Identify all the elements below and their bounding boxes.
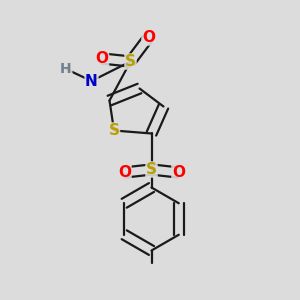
Text: O: O <box>142 30 155 45</box>
Text: N: N <box>85 74 98 88</box>
Text: S: S <box>125 54 136 69</box>
Text: O: O <box>172 165 185 180</box>
Text: S: S <box>146 162 157 177</box>
Text: O: O <box>95 51 109 66</box>
Text: H: H <box>60 62 72 76</box>
Text: S: S <box>109 123 119 138</box>
Text: O: O <box>118 165 131 180</box>
